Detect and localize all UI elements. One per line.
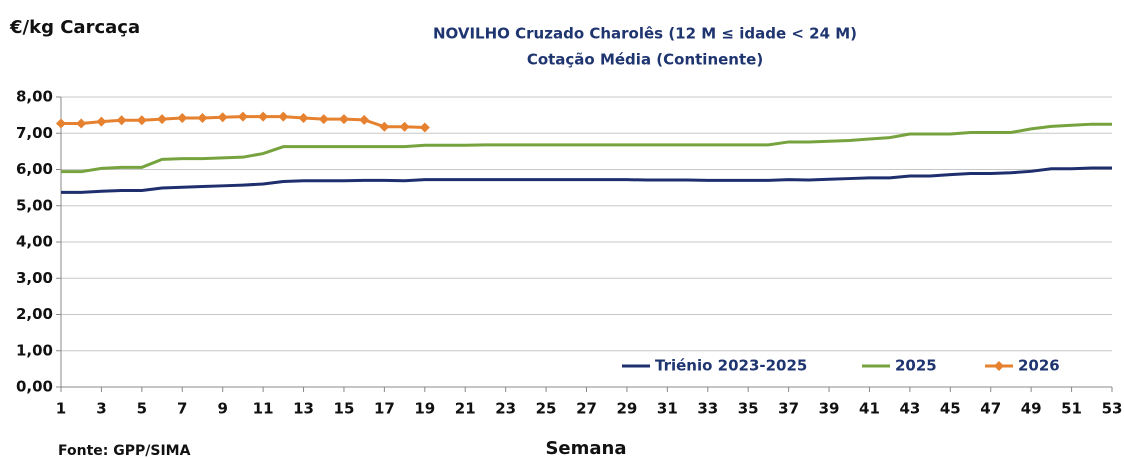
y-tick-label: 2,00: [16, 305, 53, 323]
source-note: Fonte: GPP/SIMA: [58, 443, 191, 459]
y-axis-label: €/kg Carcaça: [9, 17, 140, 38]
point-marker: [359, 114, 370, 125]
point-marker: [116, 115, 127, 126]
point-marker: [298, 113, 309, 124]
point-marker: [56, 118, 66, 129]
y-tick-label: 1,00: [16, 341, 53, 359]
y-tick-label: 6,00: [16, 160, 53, 178]
x-tick-label: 23: [495, 400, 516, 418]
x-tick-label: 25: [536, 400, 557, 418]
x-tick-label: 13: [293, 400, 314, 418]
x-axis-label: Semana: [545, 438, 626, 459]
y-tick-label: 8,00: [16, 88, 53, 106]
x-tick-label: 49: [1021, 400, 1042, 418]
x-tick-label: 15: [334, 400, 355, 418]
point-marker: [399, 121, 410, 132]
x-tick-label: 17: [374, 400, 395, 418]
y-tick-label: 4,00: [16, 233, 53, 251]
x-tick-label: 47: [980, 400, 1001, 418]
x-tick-label: 31: [657, 400, 678, 418]
x-tick-label: 53: [1102, 400, 1123, 418]
point-marker: [157, 114, 168, 125]
x-tick-label: 27: [576, 400, 597, 418]
point-marker: [419, 122, 430, 133]
legend-marker: [994, 361, 1004, 371]
x-tick-label: 21: [455, 400, 476, 418]
point-marker: [217, 112, 228, 123]
x-tick-label: 37: [778, 400, 799, 418]
x-tick-label: 1: [56, 400, 66, 418]
x-tick-label: 7: [177, 400, 187, 418]
point-marker: [96, 116, 107, 127]
x-tick-label: 35: [738, 400, 759, 418]
point-marker: [237, 111, 248, 122]
x-tick-label: 11: [253, 400, 274, 418]
x-tick-label: 33: [697, 400, 718, 418]
x-tick-label: 43: [899, 400, 920, 418]
y-tick-label: 5,00: [16, 196, 53, 214]
point-marker: [197, 113, 208, 124]
x-tick-label: 41: [859, 400, 880, 418]
point-marker: [338, 114, 349, 125]
point-marker: [278, 111, 289, 122]
x-tick-label: 5: [137, 400, 147, 418]
legend-label: 2026: [1018, 357, 1060, 375]
point-marker: [76, 118, 87, 129]
legend-label: Triénio 2023-2025: [655, 357, 807, 375]
series-line: [61, 166, 1112, 194]
series-line: [61, 122, 1112, 174]
x-tick-label: 51: [1061, 400, 1082, 418]
chart-subtitle: Cotação Média (Continente): [527, 51, 763, 69]
x-tick-label: 45: [940, 400, 961, 418]
chart-title: NOVILHO Cruzado Charolês (12 M ≤ idade <…: [433, 25, 857, 43]
x-tick-label: 29: [616, 400, 637, 418]
y-tick-label: 0,00: [16, 378, 53, 396]
x-tick-label: 19: [414, 400, 435, 418]
x-tick-label: 3: [96, 400, 106, 418]
point-marker: [258, 111, 269, 122]
y-tick-label: 3,00: [16, 269, 53, 287]
x-tick-label: 39: [819, 400, 840, 418]
point-marker: [379, 121, 390, 132]
point-marker: [318, 114, 329, 125]
point-marker: [136, 115, 147, 126]
point-marker: [177, 113, 188, 124]
x-tick-label: 9: [217, 400, 227, 418]
legend-label: 2025: [895, 357, 937, 375]
y-tick-label: 7,00: [16, 124, 53, 142]
